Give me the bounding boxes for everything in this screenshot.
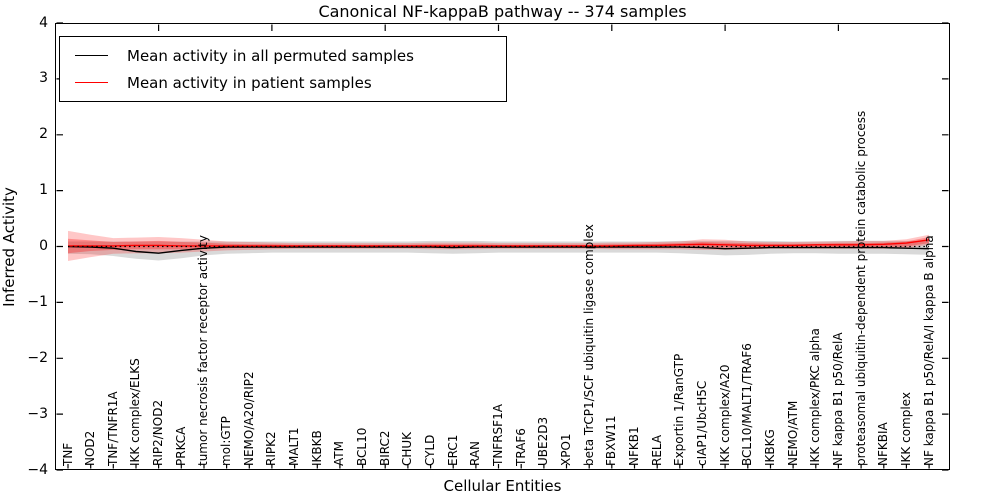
entity-label: IKK complex — [898, 392, 913, 466]
entity-label: BCL10/MALT1/TRAF6 — [740, 343, 755, 466]
chart-title: Canonical NF-kappaB pathway -- 374 sampl… — [318, 2, 687, 21]
entity-label: proteasomal ubiquitin-dependent protein … — [853, 110, 868, 466]
entity-label: UBE2D3 — [536, 416, 551, 466]
entity-label: cIAP1/UbcH5C — [694, 380, 709, 466]
entity-label: TNF/TNFR1A — [105, 391, 120, 466]
legend-label-patient: Mean activity in patient samples — [127, 73, 372, 92]
y-tick-label: 2 — [39, 126, 48, 143]
entity-label: CYLD — [423, 434, 438, 466]
entity-label: RELA — [649, 434, 664, 466]
permuted-line-swatch — [75, 55, 108, 56]
entity-label: IKK complex/A20 — [717, 364, 732, 466]
entity-label: NFKBIA — [876, 422, 891, 466]
entity-label: IKBKB — [309, 430, 324, 466]
legend: Mean activity in all permuted samples Me… — [59, 36, 507, 102]
y-tick-label: 0 — [39, 238, 48, 254]
entity-label: TNF — [60, 442, 75, 466]
patient-confidence-band-inner — [68, 237, 930, 254]
entity-label: NFKB1 — [627, 426, 641, 466]
entity-label: NOD2 — [83, 430, 98, 466]
entity-label: ATM — [332, 441, 347, 466]
entity-label: beta TrCP1/SCF ubiquitin ligase complex — [581, 224, 596, 466]
entity-label: Exportin 1/RanGTP — [672, 353, 687, 466]
entity-label: TNFRSF1A — [491, 404, 506, 466]
entity-label: TRAF6 — [513, 428, 528, 466]
entity-label: BIRC2 — [377, 430, 392, 466]
entity-label: IKK complex/PKC alpha — [808, 328, 823, 466]
entity-label: mol:GTP — [219, 416, 234, 466]
plot-area — [55, 23, 950, 470]
entity-label: CHUK — [400, 431, 415, 466]
entity-label: RIP2/NOD2 — [151, 399, 166, 466]
legend-entry-permuted: Mean activity in all permuted samples — [75, 42, 506, 69]
y-tick-label: 1 — [39, 182, 48, 199]
entity-label: IKBKG — [762, 429, 777, 466]
entity-label: BCL10 — [355, 427, 370, 466]
entity-label: NF kappa B1 p50/RelA — [830, 332, 845, 466]
entity-label: FBXW11 — [604, 415, 619, 467]
y-tick-label: 3 — [39, 70, 48, 87]
entity-label: MALT1 — [287, 427, 302, 466]
entity-label: NEMO/ATM — [785, 400, 800, 466]
entity-label: RIPK2 — [264, 431, 279, 466]
legend-label-permuted: Mean activity in all permuted samples — [127, 46, 414, 65]
entity-label: NEMO/A20/RIP2 — [241, 371, 256, 466]
legend-entry-patient: Mean activity in patient samples — [75, 69, 506, 96]
entity-label: XPO1 — [559, 433, 574, 466]
y-tick-label: −1 — [27, 293, 48, 310]
x-axis-label: Cellular Entities — [443, 477, 562, 495]
y-tick-label: −2 — [27, 349, 48, 366]
permuted-mean-line — [67, 245, 930, 254]
entity-label: RAN — [468, 440, 483, 466]
entity-label: ERC1 — [445, 434, 460, 466]
y-tick-label: −3 — [27, 405, 48, 422]
y-tick-label: −4 — [27, 461, 48, 478]
patient-mean-line — [68, 239, 930, 247]
entity-label: IKK complex/ELKS — [128, 358, 143, 466]
y-tick-label: 4 — [39, 14, 48, 31]
entity-label: NF kappa B1 p50/RelA/I kappa B alpha — [921, 235, 936, 466]
entity-label: PRKCA — [173, 426, 188, 466]
entity-label: tumor necrosis factor receptor activity — [196, 235, 211, 466]
patient-line-swatch — [75, 82, 108, 83]
